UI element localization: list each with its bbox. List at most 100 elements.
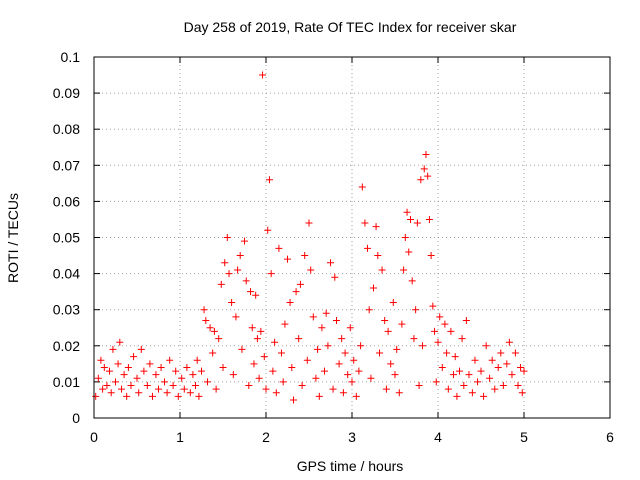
y-tick-label: 0.09: [53, 85, 80, 101]
x-tick-label: 6: [606, 429, 614, 445]
data-point: [344, 371, 352, 379]
data-point: [320, 367, 328, 375]
data-point: [183, 363, 191, 371]
data-point: [210, 327, 218, 335]
data-point: [438, 363, 446, 371]
data-point: [155, 385, 162, 393]
data-point: [209, 349, 217, 357]
data-point: [260, 353, 268, 361]
y-tick-label: 0.08: [53, 121, 80, 137]
data-point: [277, 349, 285, 357]
data-point: [480, 392, 488, 400]
data-point: [393, 345, 401, 353]
data-point: [290, 396, 298, 404]
data-point: [384, 327, 392, 335]
data-point: [474, 378, 482, 386]
x-tick-label: 0: [90, 429, 98, 445]
data-point: [355, 367, 363, 375]
data-point: [471, 356, 479, 364]
y-tick-label: 0.1: [61, 49, 81, 65]
data-points: [92, 71, 528, 404]
data-point: [298, 382, 306, 390]
data-point: [432, 378, 440, 386]
y-tick-label: 0.02: [53, 338, 80, 354]
data-point: [322, 309, 330, 317]
data-point: [257, 327, 265, 335]
data-point: [94, 374, 102, 382]
data-point: [281, 320, 289, 328]
y-tick-label: 0: [72, 410, 80, 426]
data-point: [295, 335, 303, 343]
data-point: [389, 298, 397, 306]
data-point: [309, 313, 317, 321]
data-point: [267, 270, 275, 278]
data-point: [333, 317, 341, 325]
data-point: [491, 385, 499, 393]
data-point: [219, 363, 227, 371]
data-point: [453, 392, 461, 400]
data-point: [314, 345, 322, 353]
data-point: [292, 288, 300, 296]
data-point: [265, 176, 273, 184]
data-point: [143, 382, 151, 390]
data-point: [234, 266, 242, 274]
data-point: [223, 234, 231, 241]
data-point: [331, 273, 339, 281]
x-tick-label: 1: [176, 429, 184, 445]
data-point: [370, 284, 377, 292]
data-point: [169, 382, 177, 390]
data-point: [324, 342, 332, 350]
data-point: [357, 342, 365, 350]
data-point: [378, 266, 386, 274]
data-point: [382, 385, 390, 393]
data-point: [202, 317, 210, 325]
data-point: [305, 219, 313, 227]
data-point: [420, 165, 428, 173]
data-point: [206, 324, 214, 332]
data-point: [376, 349, 384, 357]
data-point: [346, 324, 354, 332]
data-point: [312, 374, 320, 382]
data-point: [105, 367, 113, 375]
data-point: [412, 306, 420, 314]
data-point: [248, 324, 256, 332]
data-point: [137, 345, 145, 353]
data-point: [361, 219, 369, 227]
data-point: [486, 374, 494, 382]
data-point: [238, 345, 246, 353]
data-point: [422, 150, 430, 158]
data-point: [444, 385, 452, 393]
data-point: [339, 389, 347, 397]
data-point: [413, 219, 421, 227]
data-point: [482, 342, 490, 350]
data-point: [253, 335, 261, 343]
data-point: [401, 234, 409, 241]
data-point: [514, 382, 522, 390]
data-point: [505, 338, 513, 346]
data-point: [133, 374, 141, 382]
data-point: [431, 327, 439, 335]
data-point: [241, 237, 248, 245]
data-point: [112, 378, 119, 386]
data-point: [434, 338, 442, 346]
data-point: [252, 291, 260, 299]
data-point: [236, 252, 244, 260]
data-point: [520, 367, 528, 375]
data-point: [338, 335, 346, 343]
data-point: [174, 392, 182, 400]
data-point: [374, 252, 382, 260]
data-point: [443, 349, 451, 357]
data-point: [140, 367, 148, 375]
data-point: [107, 389, 115, 397]
data-point: [124, 363, 132, 371]
data-point: [286, 298, 294, 306]
data-point: [517, 363, 525, 371]
data-point: [425, 215, 433, 223]
data-point: [415, 382, 423, 390]
y-tick-label: 0.04: [53, 266, 80, 282]
data-point: [398, 320, 406, 328]
data-point: [518, 389, 526, 397]
data-point: [327, 259, 334, 267]
data-point: [259, 71, 267, 79]
data-point: [272, 389, 280, 397]
